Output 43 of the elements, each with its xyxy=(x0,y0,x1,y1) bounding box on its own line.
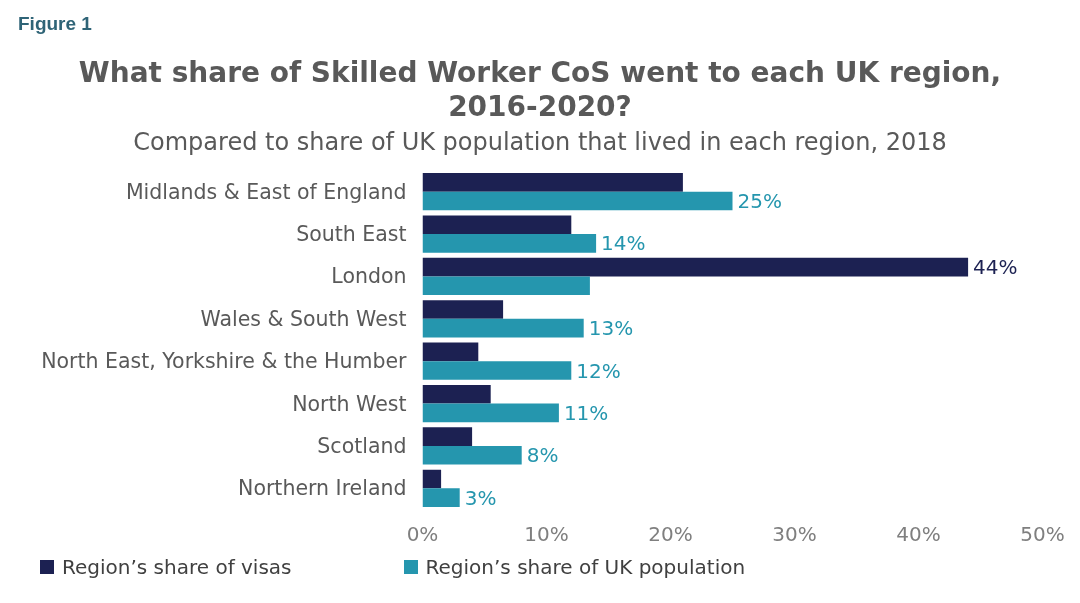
y-tick-label: Wales & South West xyxy=(200,306,407,331)
x-tick-label: 20% xyxy=(648,521,693,546)
chart-subtitle: Compared to share of UK population that lived in each region, 2018 xyxy=(132,128,948,156)
bar xyxy=(422,427,473,446)
y-tick-label: London xyxy=(331,264,407,289)
bar xyxy=(422,445,522,465)
caption: Figure 1 xyxy=(17,12,93,36)
bar xyxy=(422,234,597,253)
data-label: 44% xyxy=(973,255,1018,280)
data-label: 8% xyxy=(526,443,559,468)
bar xyxy=(422,300,504,319)
x-tick-label: 10% xyxy=(524,521,569,546)
bar xyxy=(422,191,733,211)
y-tick-label: North East, Yorkshire & the Humber xyxy=(41,349,408,374)
legend-label: Region’s share of UK population xyxy=(424,553,746,581)
y-tick-label: Scotland xyxy=(317,433,407,458)
bar xyxy=(422,215,572,235)
bar xyxy=(422,257,969,277)
bar xyxy=(422,403,559,423)
y-tick-label: Midlands & East of England xyxy=(125,179,407,204)
data-label: 14% xyxy=(601,231,646,256)
bar xyxy=(422,361,572,380)
bar xyxy=(422,173,683,192)
bar xyxy=(422,469,442,489)
x-tick-label: 50% xyxy=(1020,521,1065,546)
x-tick-label: 30% xyxy=(772,521,817,546)
x-tick-label: 40% xyxy=(896,521,941,546)
bar xyxy=(422,318,584,338)
bar xyxy=(422,342,479,362)
data-label: 25% xyxy=(737,189,782,214)
bar xyxy=(422,488,460,507)
legend-label: Region’s share of visas xyxy=(61,553,292,581)
chart-title: What share of Skilled Worker CoS went to each UK region, 2016-2020? xyxy=(77,55,1003,124)
y-tick-label: Northern Ireland xyxy=(238,476,407,501)
x-tick-label: 0% xyxy=(406,521,439,546)
data-label: 3% xyxy=(464,485,497,510)
data-label: 11% xyxy=(563,400,609,425)
data-label: 12% xyxy=(576,358,621,383)
y-tick-label: South East xyxy=(296,222,407,247)
bar xyxy=(422,384,491,404)
data-label: 13% xyxy=(588,316,634,341)
y-tick-label: North West xyxy=(292,391,407,416)
bar xyxy=(422,276,590,296)
